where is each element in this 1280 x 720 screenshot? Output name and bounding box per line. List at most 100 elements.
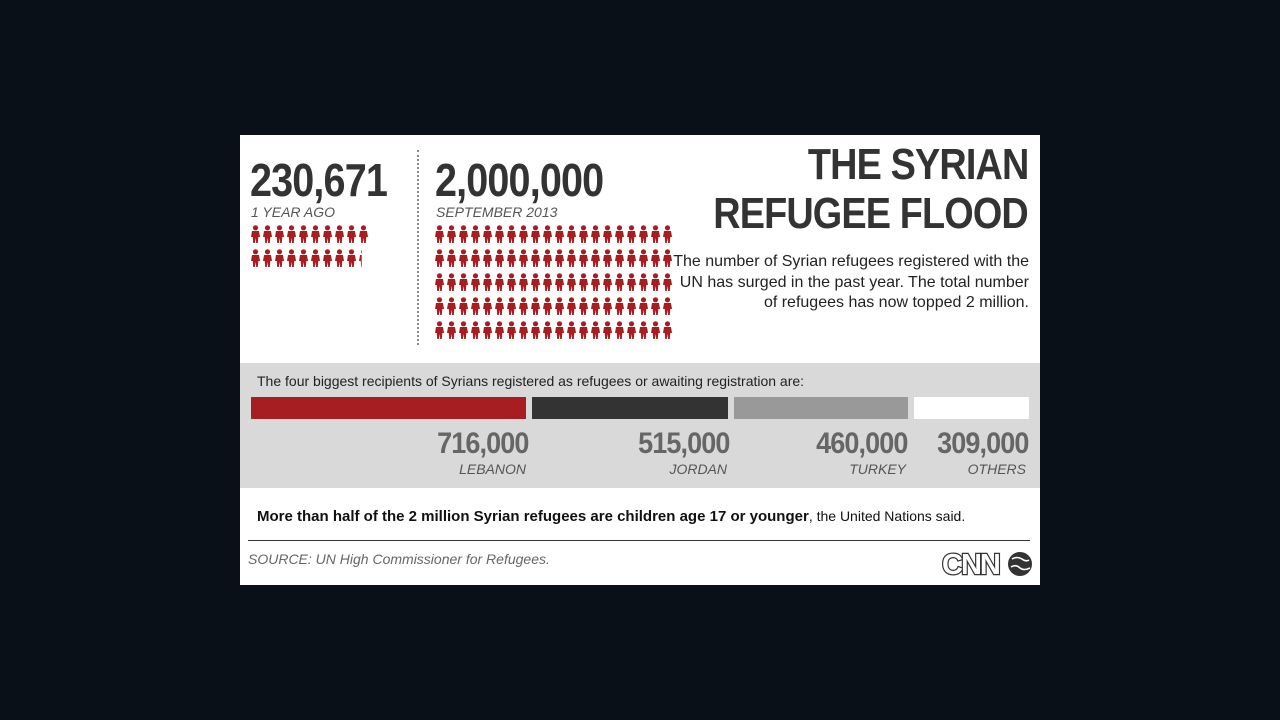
person-icon (579, 249, 588, 267)
footnote-rest: , the United Nations said. (808, 508, 966, 524)
person-icon (567, 249, 576, 267)
stat-value-one-year-ago: 230,671 (250, 154, 388, 206)
person-icon (651, 225, 660, 243)
person-icon (555, 225, 564, 243)
category-label-jordan: JORDAN (669, 461, 727, 477)
person-icon (663, 249, 672, 267)
value-label-lebanon: 716,000 (436, 427, 529, 460)
recipients-band: The four biggest recipients of Syrians r… (240, 363, 1040, 488)
person-icon (543, 249, 552, 267)
person-icon (471, 297, 480, 315)
person-icon (651, 273, 660, 291)
bar-turkey (734, 397, 908, 419)
person-icon (483, 321, 492, 339)
footnote-bold: More than half of the 2 million Syrian r… (257, 508, 809, 525)
person-icon (531, 225, 540, 243)
person-icon (555, 273, 564, 291)
person-icon (335, 249, 344, 267)
person-icon (263, 249, 272, 267)
person-icon (263, 225, 272, 243)
person-icon (507, 249, 516, 267)
person-icon (435, 273, 444, 291)
person-icon (615, 297, 624, 315)
person-icon (507, 225, 516, 243)
person-icon (531, 273, 540, 291)
category-label-turkey: TURKEY (849, 461, 906, 477)
person-icon (663, 225, 672, 243)
person-icon (347, 249, 356, 267)
title-line-2: REFUGEE FLOOD (713, 189, 1029, 238)
person-icon (275, 249, 284, 267)
person-icon (531, 297, 540, 315)
person-icon (311, 225, 320, 243)
person-icon (591, 273, 600, 291)
person-icon (519, 321, 528, 339)
person-icon (519, 225, 528, 243)
person-icon (471, 321, 480, 339)
person-icon (519, 273, 528, 291)
person-icon (543, 321, 552, 339)
person-icon (435, 321, 444, 339)
person-icon (531, 321, 540, 339)
person-icon (663, 297, 672, 315)
person-icon (627, 273, 636, 291)
person-icon (275, 225, 284, 243)
person-icon (543, 273, 552, 291)
person-icon (495, 273, 504, 291)
description-text: The number of Syrian refugees registered… (673, 253, 1029, 311)
person-icon (435, 297, 444, 315)
person-icon (495, 225, 504, 243)
person-icon (435, 225, 444, 243)
person-icon (495, 321, 504, 339)
person-icon (519, 297, 528, 315)
chart-title: The four biggest recipients of Syrians r… (257, 373, 805, 389)
person-icon (335, 225, 344, 243)
person-icon (567, 273, 576, 291)
person-icon (471, 273, 480, 291)
person-icon (663, 321, 672, 339)
person-icon (591, 225, 600, 243)
person-icon (663, 273, 672, 291)
person-icon (579, 321, 588, 339)
person-icon (459, 273, 468, 291)
person-icon (495, 249, 504, 267)
person-icon (447, 273, 456, 291)
person-icon (471, 249, 480, 267)
bar-jordan (532, 397, 728, 419)
person-icon (447, 321, 456, 339)
bar-lebanon (251, 397, 526, 419)
person-icon (299, 225, 308, 243)
person-icon (579, 273, 588, 291)
person-icon (447, 249, 456, 267)
person-icon (639, 249, 648, 267)
person-icon (483, 249, 492, 267)
person-icon (543, 297, 552, 315)
person-icon (651, 321, 660, 339)
person-icon (555, 321, 564, 339)
person-icon (251, 249, 260, 267)
person-icon (615, 321, 624, 339)
person-icon (507, 273, 516, 291)
person-icon (603, 273, 612, 291)
footnote: More than half of the 2 million Syrian r… (257, 508, 965, 525)
person-icon-partial (359, 249, 362, 267)
person-icon (555, 249, 564, 267)
person-icon (567, 297, 576, 315)
person-icon (567, 321, 576, 339)
person-icon (495, 297, 504, 315)
person-icons-one-year-ago (251, 225, 368, 267)
person-icon (579, 225, 588, 243)
person-icon (603, 297, 612, 315)
person-icon (591, 249, 600, 267)
person-icon (627, 321, 636, 339)
person-icon (639, 321, 648, 339)
stat-label-one-year-ago: 1 YEAR AGO (251, 204, 336, 220)
person-icon (299, 249, 308, 267)
person-icon (459, 321, 468, 339)
person-icon (347, 225, 356, 243)
person-icon (311, 249, 320, 267)
person-icon (519, 249, 528, 267)
person-icon (323, 225, 332, 243)
person-icon (287, 225, 296, 243)
value-label-jordan: 515,000 (637, 427, 730, 460)
